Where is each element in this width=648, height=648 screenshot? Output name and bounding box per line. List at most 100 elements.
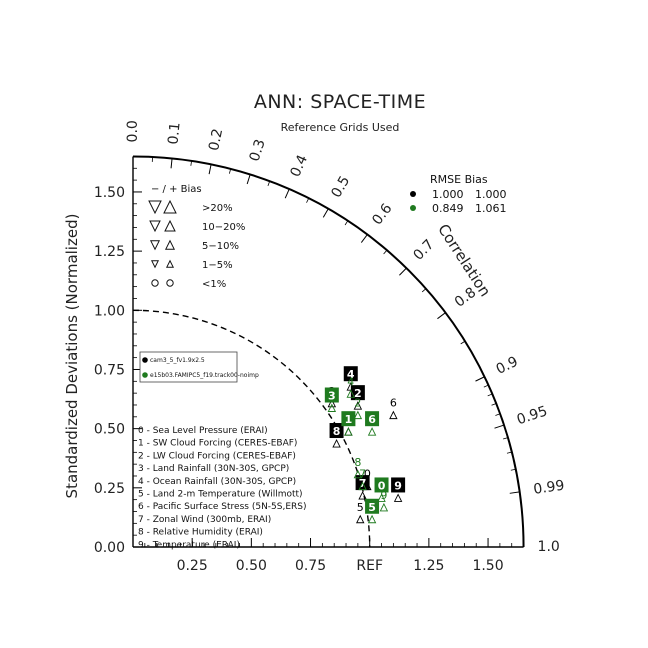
outer-arc bbox=[132, 155, 525, 548]
correlation-tick bbox=[322, 208, 329, 218]
rmse-legend-dot bbox=[410, 205, 416, 211]
variable-list-item: 0 - Sea Level Pressure (ERAI) bbox=[138, 426, 268, 436]
data-point-marker bbox=[367, 427, 377, 436]
data-point-label: 9 bbox=[394, 479, 402, 492]
correlation-tick bbox=[494, 424, 505, 429]
y-tick-label: 0.50 bbox=[94, 422, 125, 438]
rmse-legend-dot bbox=[410, 191, 416, 197]
correlation-tick bbox=[284, 188, 290, 199]
bias-up-triangle bbox=[165, 259, 175, 268]
variable-list-item: 7 - Zonal Wind (300mb, ERAI) bbox=[138, 515, 271, 525]
correlation-minor-tick bbox=[267, 181, 271, 186]
data-point-marker bbox=[377, 493, 386, 502]
data-point-marker bbox=[353, 469, 363, 479]
bias-down-triangle bbox=[148, 200, 162, 215]
y-tick-label: 0.00 bbox=[94, 540, 125, 556]
data-point-box bbox=[350, 385, 365, 401]
case-legend-dot bbox=[142, 372, 148, 378]
data-point-box bbox=[343, 366, 358, 382]
correlation-minor-tick bbox=[487, 393, 493, 397]
correlation-minor-tick bbox=[506, 451, 512, 454]
correlation-tick bbox=[437, 312, 446, 320]
case-legend: cam3_5_fv1.9x2.5 e15b03.FAMIPC5_f19.track… bbox=[139, 351, 259, 383]
data-point-marker bbox=[353, 401, 363, 410]
variable-list: 0 - Sea Level Pressure (ERAI) 1 - SW Clou… bbox=[138, 426, 307, 550]
data-point-marker bbox=[344, 427, 353, 436]
correlation-minor-tick bbox=[229, 168, 232, 174]
chart-title: ANN: SPACE-TIME bbox=[254, 91, 426, 113]
data-point-marker bbox=[332, 439, 341, 448]
correlation-minor-tick bbox=[510, 468, 516, 471]
data-point-box bbox=[365, 411, 380, 427]
data-point-label: 2 bbox=[354, 397, 361, 410]
x-tick-label: 0.50 bbox=[236, 558, 267, 574]
bias-legend-label: <1% bbox=[202, 279, 226, 290]
data-point-label: 9 bbox=[380, 489, 387, 502]
variable-list-item: 2 - LW Cloud Forcing (CERES-EBAF) bbox=[138, 451, 296, 461]
bias-legend-label: 1−5% bbox=[202, 260, 233, 271]
bias-legend-label: 5−10% bbox=[202, 241, 239, 252]
data-point-box bbox=[324, 387, 339, 403]
correlation-tick bbox=[170, 158, 173, 169]
data-point-marker bbox=[356, 514, 365, 524]
correlation-tick-label: 0.7 bbox=[410, 237, 437, 264]
correlation-tick bbox=[475, 376, 485, 382]
data-point-label: 2 bbox=[354, 387, 362, 400]
data-point-label: 5 bbox=[357, 501, 364, 514]
bias-legend-value: 1.000 bbox=[475, 188, 507, 201]
y-tick-label: 1.25 bbox=[94, 244, 125, 260]
correlation-minor-tick bbox=[491, 403, 497, 406]
variable-list-item: 8 - Relative Humidity (ERAI) bbox=[138, 528, 263, 538]
data-point-marker bbox=[379, 502, 389, 512]
correlation-minor-tick bbox=[190, 160, 192, 166]
x-tick-label: 0.75 bbox=[295, 558, 326, 574]
data-point-label: 3 bbox=[328, 390, 336, 403]
data-point-marker bbox=[358, 481, 367, 491]
correlation-tick-label: 0.0 bbox=[125, 120, 141, 142]
data-point-label: 6 bbox=[368, 413, 376, 426]
correlation-tick bbox=[399, 267, 407, 276]
data-point-label: 0 bbox=[364, 468, 371, 481]
data-point-marker bbox=[389, 410, 398, 420]
y-tick-label: 0.25 bbox=[94, 481, 125, 497]
case-legend-label: e15b03.FAMIPC5_f19.track00-noimp bbox=[150, 372, 259, 379]
correlation-minor-tick bbox=[383, 249, 388, 255]
data-point-label: 0 bbox=[378, 479, 386, 492]
bias-legend-label: >20% bbox=[202, 203, 233, 214]
variable-list-item: 6 - Pacific Surface Stress (5N-5S,ERS) bbox=[138, 502, 307, 512]
rmse-legend-header: RMSE Bias bbox=[430, 173, 488, 186]
data-point-box bbox=[341, 411, 356, 427]
correlation-minor-tick bbox=[495, 413, 501, 416]
variable-list-item: 5 - Land 2-m Temperature (Willmott) bbox=[138, 490, 303, 500]
bias-circle bbox=[166, 279, 174, 287]
correlation-minor-tick bbox=[503, 437, 509, 440]
correlation-tick bbox=[509, 491, 520, 494]
data-point-box bbox=[391, 477, 406, 493]
bias-up-triangle bbox=[163, 199, 177, 214]
case-legend-box bbox=[139, 351, 238, 383]
bias-legend-value: 1.061 bbox=[475, 202, 507, 215]
bias-legend-header: − / + Bias bbox=[151, 184, 202, 195]
data-marks: 01234567890123456789 bbox=[324, 366, 406, 524]
y-tick-label: 1.00 bbox=[94, 303, 125, 319]
correlation-tick-label: 0.2 bbox=[206, 127, 226, 152]
correlation-minor-tick bbox=[421, 288, 427, 293]
correlation-minor-tick bbox=[460, 340, 466, 345]
correlation-tick bbox=[208, 164, 212, 175]
bias-up-triangle bbox=[164, 219, 176, 232]
variable-list-item: 9 - Temperature (ERAI) bbox=[138, 540, 240, 550]
data-point-marker bbox=[353, 410, 363, 420]
data-point-box bbox=[329, 423, 344, 439]
data-point-marker bbox=[344, 427, 353, 436]
data-point-box bbox=[374, 477, 389, 493]
correlation-minor-tick bbox=[344, 220, 349, 226]
y-tick-label: 1.50 bbox=[94, 185, 125, 201]
data-point-label: 8 bbox=[354, 456, 361, 469]
data-point-label: 6 bbox=[390, 397, 397, 410]
correlation-minor-tick bbox=[483, 384, 489, 388]
bias-up-triangle bbox=[164, 239, 176, 250]
data-point-label: 8 bbox=[333, 425, 341, 438]
case-legend-dot bbox=[142, 357, 148, 363]
